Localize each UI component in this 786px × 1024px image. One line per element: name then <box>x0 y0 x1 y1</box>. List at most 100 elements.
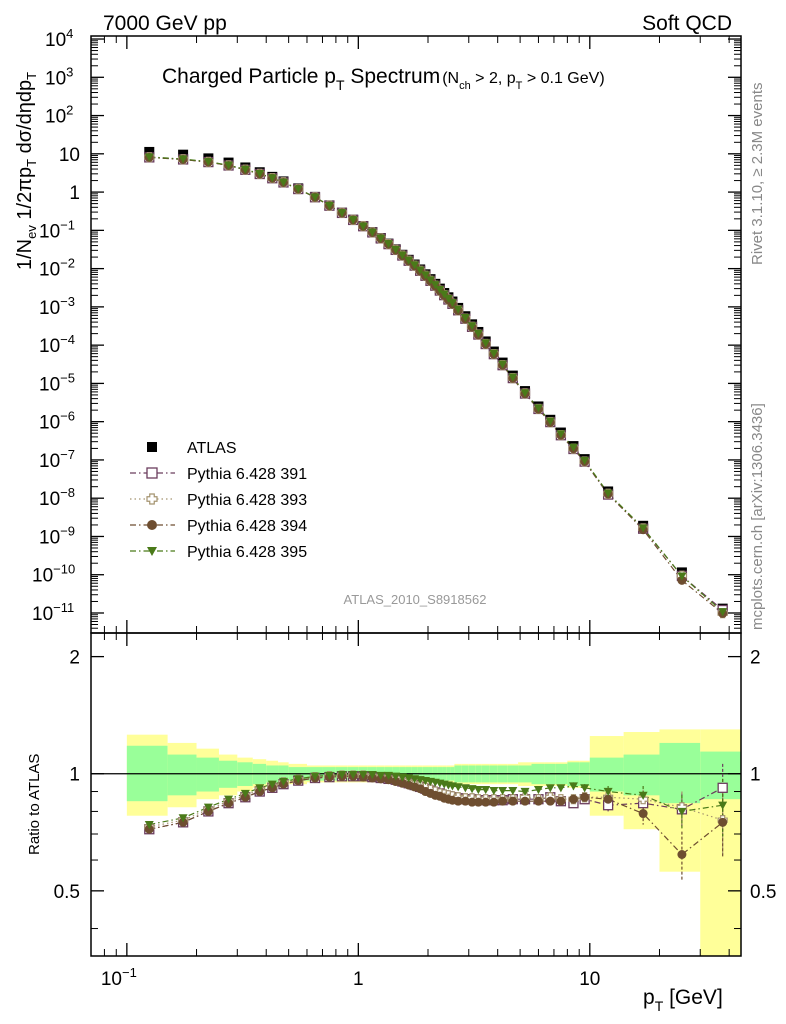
ratio-point-mc3 <box>718 817 728 827</box>
legend-label: Pythia 6.428 395 <box>187 544 307 561</box>
legend-label: Pythia 6.428 394 <box>187 518 307 535</box>
ratio-point-mc4 <box>367 770 377 780</box>
ratio-point-mc4 <box>383 771 393 780</box>
rivet-label: Rivet 3.1.10, ≥ 2.3M events <box>749 83 766 266</box>
main-point-mc4 <box>324 201 334 211</box>
main-point-mc4 <box>430 281 440 290</box>
y-tick-label: 10−9 <box>39 523 75 548</box>
analysis-watermark: ATLAS_2010_S8918562 <box>344 592 487 607</box>
ratio-point-mc4 <box>520 787 530 797</box>
x-tick-label: 10−1 <box>101 965 137 990</box>
ratio-point-mc4 <box>178 814 188 823</box>
main-point-mc4 <box>508 373 518 382</box>
main-point-mc4 <box>404 256 414 265</box>
main-point-mc4 <box>489 349 499 358</box>
ratio-point-mc3 <box>508 796 518 806</box>
ratio-tick-label: 2 <box>69 648 80 669</box>
ratio-point-mc4 <box>498 786 508 796</box>
ratio-point-mc4 <box>533 786 543 795</box>
ratio-point-mc4 <box>460 784 470 793</box>
main-point-mc4 <box>580 456 590 466</box>
ratio-point-mc3 <box>638 809 648 819</box>
legend: ATLAS Pythia 6.428 391 Pythia 6.428 393 Pyt… <box>130 440 307 561</box>
uncertainty-bands <box>91 729 741 956</box>
ratio-point-mc4 <box>391 772 401 781</box>
legend-marker <box>146 493 158 505</box>
ratio-point-mc3 <box>580 792 590 802</box>
ratio-point-mc4 <box>489 786 499 796</box>
main-point-mc4 <box>240 165 250 174</box>
y-tick-label: 1 <box>69 183 80 204</box>
main-point-mc4 <box>267 174 277 183</box>
main-point-mc4 <box>435 285 445 295</box>
category-label: Soft QCD <box>642 12 732 35</box>
main-point-mc4 <box>473 329 483 339</box>
main-point-mc4 <box>677 572 687 581</box>
energy-label: 7000 GeV pp <box>103 12 227 35</box>
ratio-point-mc4 <box>556 784 566 793</box>
ratio-point-mc4 <box>545 784 555 793</box>
main-point-mc4 <box>481 339 491 348</box>
ratio-point-mc4 <box>481 786 491 795</box>
main-point-mc4 <box>520 389 530 398</box>
x-tick-label: 1 <box>353 969 364 990</box>
ratio-series-markers <box>144 770 728 859</box>
title-cond-end: > 0.1 GeV) <box>522 70 604 87</box>
main-point-mc4 <box>337 209 347 218</box>
title-main: Charged Particle p <box>162 65 336 88</box>
main-point-mc4 <box>460 314 470 323</box>
legend-label: Pythia 6.428 391 <box>187 466 307 483</box>
main-point-mc4 <box>439 290 449 299</box>
axes: 10−1 1 10 10−1 1 10−10 10−9 10−8 10−7 10−6 10−5 10−… <box>32 26 776 990</box>
ratio-point-mc4 <box>203 803 213 812</box>
y-tick-label: 10−2 <box>39 256 75 281</box>
y-tick-label: 10 <box>59 145 80 166</box>
main-point-mc4 <box>718 608 728 617</box>
main-point-mc4 <box>425 276 435 285</box>
main-point-mc4 <box>556 430 566 439</box>
ratio-point-mc4 <box>324 771 334 780</box>
ratio-y-axis-label: Ratio to ATLAS <box>26 754 43 855</box>
ratio-tick-label: 1 <box>69 765 80 786</box>
title-cond-sub2: T <box>516 80 523 92</box>
ratio-frame <box>90 632 742 957</box>
y-tick-label: 10−3 <box>39 294 75 319</box>
legend-marker <box>147 442 157 452</box>
y-tick-label: 104 <box>45 26 73 51</box>
ratio-point-mc4 <box>473 786 483 795</box>
title-cond-sub1: ch <box>459 80 471 92</box>
main-point-mc4 <box>415 266 425 275</box>
y-tick-label: 10−4 <box>39 332 75 357</box>
main-point-mc4 <box>467 322 477 331</box>
y-tick-label: 10−7 <box>39 447 75 472</box>
main-point-mc4 <box>638 524 648 533</box>
legend-marker <box>147 520 157 530</box>
main-point-mc4 <box>358 222 368 231</box>
ratio-point-mc4 <box>467 785 477 794</box>
ratio-point-mc4 <box>397 773 407 782</box>
ratio-tick-label-right: 2 <box>750 648 761 669</box>
main-point-mc4 <box>545 417 555 426</box>
y-tick-label: 10−6 <box>39 409 75 434</box>
legend-marker <box>147 547 157 556</box>
y-tick-label: 103 <box>45 64 73 89</box>
main-point-mc4 <box>568 443 578 452</box>
main-point-mc4 <box>397 251 407 260</box>
ratio-point-mc3 <box>556 796 566 806</box>
main-point-mc4 <box>255 170 265 179</box>
main-point-mc4 <box>391 245 401 255</box>
main-point-mc4 <box>533 404 543 413</box>
y-tick-label: 10−5 <box>39 370 75 395</box>
y-tick-label: 10−10 <box>32 562 75 587</box>
ratio-point-mc3 <box>568 794 578 804</box>
main-point-mc4 <box>293 185 303 194</box>
ratio-point-mc4 <box>568 782 578 791</box>
y-tick-label: 10−8 <box>39 485 75 510</box>
ratio-point-mc3 <box>467 797 477 807</box>
main-series-markers <box>144 152 728 619</box>
ratio-point-mc3 <box>489 797 499 807</box>
main-point-mc4 <box>603 489 613 498</box>
band-inner-bin <box>589 757 624 792</box>
y-tick-label: 10−1 <box>39 217 75 242</box>
ratio-tick-label-right: 1 <box>750 765 761 786</box>
